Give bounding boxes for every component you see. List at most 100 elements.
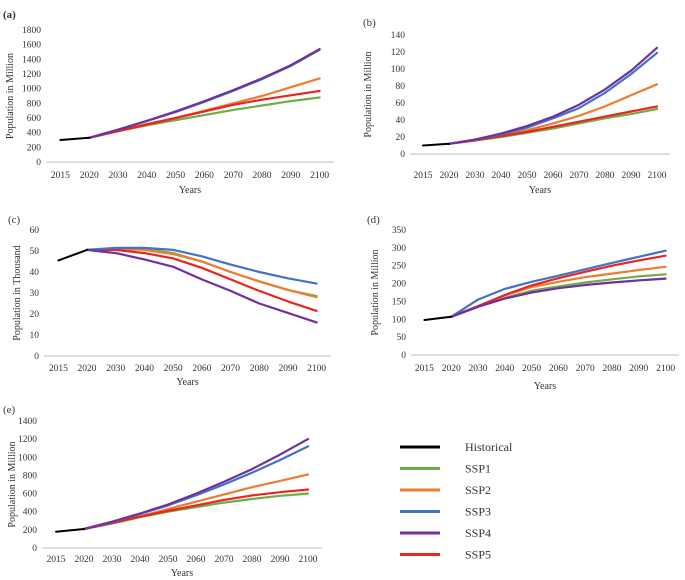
y-axis-title: Population in Million xyxy=(370,249,381,335)
x-tick-label: 2100 xyxy=(310,171,329,181)
y-tick-label: 140 xyxy=(391,31,406,41)
y-tick-label: 600 xyxy=(27,114,42,124)
x-tick-label: 2080 xyxy=(603,364,622,374)
x-tick-label: 2015 xyxy=(414,171,433,181)
series-line-ssp1 xyxy=(82,492,310,531)
series-line-historical xyxy=(422,142,450,147)
series-line-ssp5 xyxy=(82,488,310,531)
x-tick-label: 2020 xyxy=(78,364,97,374)
x-tick-label: 2070 xyxy=(576,364,595,374)
y-tick-label: 60 xyxy=(396,99,406,109)
y-tick-label: 1400 xyxy=(22,55,41,65)
panel-label: (b) xyxy=(363,17,376,29)
x-tick-label: 2060 xyxy=(195,171,214,181)
x-tick-label: 2090 xyxy=(629,364,648,374)
y-tick-label: 50 xyxy=(30,247,40,257)
series-line-ssp1 xyxy=(88,96,321,139)
legend-item: SSP2 xyxy=(400,483,491,497)
x-tick-label: 2100 xyxy=(648,171,667,181)
series-line-ssp2 xyxy=(450,265,667,318)
y-tick-label: 40 xyxy=(30,268,40,278)
legend-item: SSP5 xyxy=(400,548,491,562)
y-tick-label: 600 xyxy=(23,490,38,500)
y-axis-title: Population in Thousand xyxy=(12,245,23,340)
y-tick-label: 200 xyxy=(392,280,407,290)
series-line-ssp3 xyxy=(88,48,321,139)
x-tick-label: 2080 xyxy=(250,364,269,374)
x-tick-label: 2100 xyxy=(307,364,326,374)
series-line-ssp4 xyxy=(450,277,667,318)
panel-label: (c) xyxy=(8,214,21,226)
series-line-ssp5 xyxy=(85,248,318,312)
legend-label: SSP1 xyxy=(465,462,491,476)
x-tick-label: 2060 xyxy=(549,364,568,374)
chart-panel: (d) 0 50 100 150 200 250 300 350 2015 2020 2030 2040… xyxy=(367,214,679,392)
series-line-ssp3 xyxy=(82,445,310,531)
y-tick-label: 100 xyxy=(392,315,407,325)
x-tick-label: 2015 xyxy=(51,171,70,181)
legend-label: Historical xyxy=(465,440,513,454)
x-tick-label: 2090 xyxy=(281,171,300,181)
y-tick-label: 10 xyxy=(30,331,40,341)
x-tick-label: 2030 xyxy=(103,555,122,565)
series-line-ssp3 xyxy=(85,246,318,285)
legend-item: SSP4 xyxy=(400,526,491,540)
x-tick-label: 2040 xyxy=(135,364,154,374)
x-tick-label: 2060 xyxy=(544,171,563,181)
series-line-ssp4 xyxy=(88,47,321,139)
x-tick-label: 2100 xyxy=(656,364,675,374)
y-axis-title: Population in Million xyxy=(5,53,16,139)
y-tick-label: 1000 xyxy=(22,85,41,95)
y-tick-label: 20 xyxy=(30,310,40,320)
x-tick-label: 2040 xyxy=(131,555,150,565)
x-axis-title: Years xyxy=(171,568,193,579)
x-tick-label: 2070 xyxy=(215,555,234,565)
x-tick-label: 2090 xyxy=(622,171,641,181)
x-tick-label: 2020 xyxy=(440,171,459,181)
y-tick-label: 120 xyxy=(391,48,406,58)
y-tick-label: 0 xyxy=(36,158,41,168)
y-tick-label: 300 xyxy=(392,244,407,254)
legend-item: Historical xyxy=(400,440,513,454)
y-tick-label: 400 xyxy=(27,129,42,139)
y-tick-label: 1800 xyxy=(22,26,41,36)
x-tick-label: 2070 xyxy=(570,171,589,181)
y-axis-title: Population in Million xyxy=(7,441,18,527)
y-tick-label: 30 xyxy=(30,289,40,299)
x-tick-label: 2050 xyxy=(518,171,537,181)
y-tick-label: 1000 xyxy=(18,453,37,463)
y-tick-label: 0 xyxy=(401,351,406,361)
y-tick-label: 800 xyxy=(27,99,42,109)
x-tick-label: 2050 xyxy=(522,364,541,374)
y-tick-label: 200 xyxy=(23,526,38,536)
y-tick-label: 60 xyxy=(30,226,40,236)
x-tick-label: 2040 xyxy=(495,364,514,374)
series-line-ssp2 xyxy=(85,247,318,299)
x-tick-label: 2050 xyxy=(164,364,183,374)
y-tick-label: 1400 xyxy=(18,417,37,427)
x-tick-label: 2060 xyxy=(187,555,206,565)
x-tick-label: 2040 xyxy=(492,171,511,181)
series-line-historical xyxy=(55,528,85,533)
panel-label: (e) xyxy=(3,404,16,416)
y-tick-label: 80 xyxy=(396,82,406,92)
x-tick-label: 2100 xyxy=(299,555,318,565)
x-tick-label: 2030 xyxy=(106,364,125,374)
chart-panel: (a) 0 200 400 600 800 1000 1200 1400 1600 1800 2015… xyxy=(3,9,334,196)
panel-label: (d) xyxy=(367,214,380,226)
x-tick-label: 2080 xyxy=(243,555,262,565)
series-line-historical xyxy=(57,248,88,262)
panel-label: (a) xyxy=(3,9,16,21)
y-tick-label: 1200 xyxy=(22,70,41,80)
series-line-ssp4 xyxy=(82,438,310,531)
legend-label: SSP3 xyxy=(465,505,491,519)
x-axis-title: Years xyxy=(534,381,556,392)
x-tick-label: 2070 xyxy=(221,364,240,374)
x-tick-label: 2090 xyxy=(278,364,297,374)
x-tick-label: 2020 xyxy=(75,555,94,565)
y-tick-label: 0 xyxy=(400,150,405,160)
series-line-ssp4 xyxy=(447,46,659,145)
x-tick-label: 2015 xyxy=(49,364,68,374)
series-line-ssp4 xyxy=(85,248,318,324)
